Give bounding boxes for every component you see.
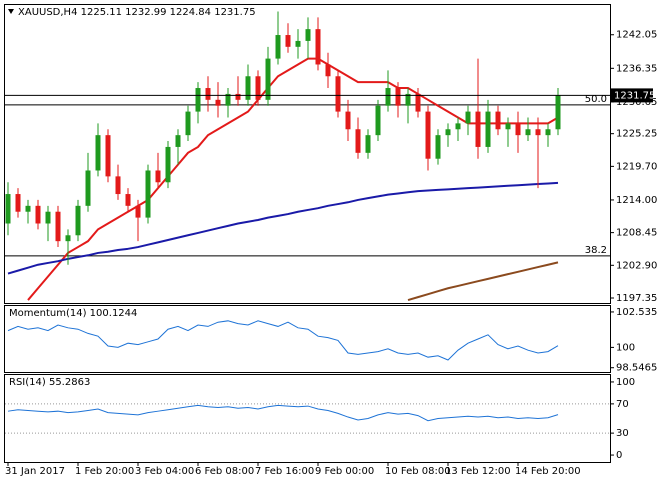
candle-body	[345, 111, 351, 130]
candle-body	[195, 88, 201, 112]
y-tick-label: 1236.35	[616, 63, 657, 74]
candle-body	[155, 170, 161, 183]
candle-body	[225, 93, 231, 106]
candle-body	[125, 194, 131, 206]
candle-body	[215, 99, 221, 106]
candle-body	[385, 88, 391, 106]
candle-body	[405, 93, 411, 106]
candle-body	[545, 129, 551, 136]
chart-title: XAUUSD,H4 1225.11 1232.99 1224.84 1231.7…	[18, 7, 256, 18]
x-tick-label: 31 Jan 2017	[5, 466, 65, 477]
candle-body	[185, 111, 191, 136]
candle-body	[145, 170, 151, 218]
candle-body	[515, 123, 521, 136]
candle-body	[175, 135, 181, 147]
candle-body	[355, 129, 361, 153]
momentum-title: Momentum(14) 100.1244	[9, 308, 137, 319]
x-tick-label: 6 Feb 08:00	[195, 466, 254, 477]
candle-body	[35, 205, 41, 224]
indicator-line	[7, 181, 559, 275]
candle-body	[235, 93, 241, 100]
main-panel-frame	[4, 4, 611, 304]
candle-body	[245, 76, 251, 100]
candle-body	[325, 64, 331, 77]
y-tick-label: 1214.00	[616, 195, 657, 206]
candle-body	[105, 135, 111, 177]
rsi-title: RSI(14) 55.2863	[9, 377, 90, 388]
price-box	[610, 88, 653, 103]
momentum-panel-frame	[4, 305, 611, 373]
candle-body	[135, 205, 141, 218]
x-tick-label: 1 Feb 20:00	[75, 466, 134, 477]
candle-body	[25, 205, 31, 212]
candle-body	[365, 135, 371, 153]
rsi-panel-frame	[4, 374, 611, 463]
candle-body	[425, 111, 431, 159]
candle-body	[315, 29, 321, 65]
candle-body	[455, 123, 461, 130]
y-tick-label: 100	[616, 342, 635, 353]
candle-body	[45, 211, 51, 224]
candle-body	[335, 76, 341, 112]
y-tick-label: 1242.05	[616, 30, 657, 41]
candle-body	[535, 129, 541, 136]
candle-body	[555, 95, 561, 130]
candle-body	[305, 29, 311, 41]
y-tick-label: 98.5465	[616, 363, 657, 374]
candle-body	[85, 170, 91, 206]
candle-body	[255, 76, 261, 100]
y-tick-label: 100	[616, 377, 635, 388]
y-tick-label: 1225.25	[616, 129, 657, 140]
candle-body	[505, 123, 511, 130]
x-tick-label: 3 Feb 04:00	[135, 466, 194, 477]
candle-body	[375, 105, 381, 136]
candle-body	[285, 35, 291, 47]
candle-body	[415, 93, 421, 112]
y-tick-label: 1197.35	[616, 293, 657, 304]
candle-body	[275, 35, 281, 59]
indicator-line	[7, 404, 559, 422]
fib-label: 38.2	[585, 245, 607, 256]
candle-body	[5, 194, 11, 224]
y-tick-label: 0	[616, 450, 622, 461]
candle-body	[435, 135, 441, 159]
candle-body	[395, 88, 401, 106]
x-tick-label: 7 Feb 16:00	[255, 466, 314, 477]
candle-body	[525, 129, 531, 136]
candle-body	[295, 40, 301, 47]
candle-body	[205, 88, 211, 100]
y-tick-label: 1219.70	[616, 161, 657, 172]
y-tick-label: 1208.45	[616, 228, 657, 239]
candle-body	[165, 146, 171, 183]
candle-body	[265, 58, 271, 100]
x-tick-label: 9 Feb 00:00	[315, 466, 374, 477]
y-tick-label: 30	[616, 428, 629, 439]
candle-body	[65, 235, 71, 242]
x-tick-label: 14 Feb 20:00	[515, 466, 581, 477]
candle-body	[115, 176, 121, 195]
indicator-line	[7, 320, 559, 361]
y-tick-label: 1202.90	[616, 260, 657, 271]
candle-body	[485, 111, 491, 147]
x-tick-label: 13 Feb 12:00	[445, 466, 511, 477]
candle-body	[475, 111, 481, 147]
candle-body	[445, 129, 451, 136]
price-label: 1231.75	[614, 90, 655, 101]
fib-label: 50.0	[585, 94, 607, 105]
candle-body	[75, 205, 81, 236]
y-tick-label: 102.535	[616, 307, 657, 318]
x-tick-label: 10 Feb 08:00	[385, 466, 451, 477]
candle-body	[95, 135, 101, 171]
indicator-line	[407, 261, 559, 302]
candle-body	[495, 111, 501, 130]
candle-body	[465, 111, 471, 124]
y-tick-label: 70	[616, 399, 629, 410]
candle-body	[55, 211, 61, 242]
collapse-icon	[8, 9, 14, 14]
candle-body	[15, 194, 21, 212]
